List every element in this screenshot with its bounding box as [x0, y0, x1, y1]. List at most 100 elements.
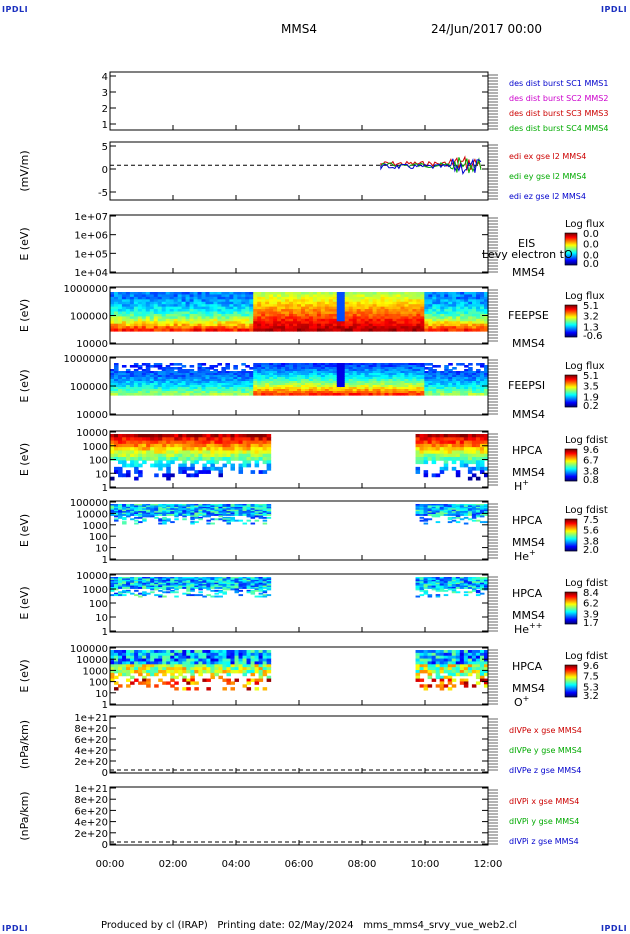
heatmap-cell [242, 522, 248, 525]
heatmap-cell [404, 301, 410, 305]
heatmap-cell [324, 296, 330, 300]
heatmap-cell [404, 383, 410, 386]
heatmap-cell [432, 306, 437, 310]
heatmap-cell [388, 381, 394, 384]
heatmap-cell [356, 363, 362, 366]
y-axis-label: E (eV) [18, 514, 31, 547]
heatmap-cell [448, 316, 453, 320]
heatmap-cell [451, 443, 457, 448]
heatmap-cell [133, 381, 139, 384]
heatmap-cell [181, 377, 187, 380]
heatmap-cell [137, 377, 143, 380]
heatmap-cell [113, 326, 119, 330]
heatmap-cell [476, 379, 481, 382]
heatmap-cell [452, 318, 457, 322]
heatmap-cell [257, 311, 262, 315]
heatmap-cell [448, 323, 453, 327]
heatmap-cell [241, 387, 246, 390]
heatmap-cell [217, 371, 223, 374]
heatmap-cell [197, 389, 203, 392]
heatmap-cell [121, 393, 127, 396]
colorbar-slice [565, 240, 577, 242]
colorbar-slice [565, 457, 577, 459]
heatmap-cell [141, 393, 147, 396]
heatmap-cell [114, 509, 119, 512]
heatmap-cell [178, 514, 183, 516]
heatmap-cell [340, 369, 346, 372]
heatmap-cell [129, 299, 135, 303]
heatmap-cell [404, 385, 410, 388]
heatmap-cell [245, 294, 250, 298]
heatmap-cell [134, 585, 139, 588]
heatmap-cell [233, 299, 238, 303]
heatmap-cell [352, 292, 358, 296]
heatmap-cell [380, 367, 386, 370]
heatmap-cell [141, 375, 147, 378]
heatmap-cell [254, 457, 260, 461]
heatmap-cell [165, 301, 171, 305]
heatmap-cell [269, 313, 274, 317]
heatmap-cell [297, 301, 302, 305]
heatmap-cell [471, 453, 477, 458]
heatmap-cell [205, 389, 211, 392]
heatmap-cell [416, 385, 421, 388]
heatmap-cell [444, 304, 449, 308]
heatmap-cell [170, 591, 175, 594]
heatmap-cell [258, 515, 264, 518]
heatmap-cell [340, 299, 346, 303]
heatmap-cell [237, 304, 242, 308]
heatmap-cell [230, 506, 236, 509]
heatmap-cell [376, 304, 382, 308]
heatmap-cell [110, 505, 115, 508]
heatmap-cell [214, 460, 219, 465]
heatmap-cell [440, 377, 445, 380]
heatmap-cell [141, 369, 147, 372]
colorbar-slice [565, 306, 577, 308]
heatmap-cell [304, 383, 310, 386]
heatmap-cell [447, 453, 453, 458]
heatmap-cell [468, 387, 473, 390]
heatmap-cell [113, 363, 119, 366]
heatmap-cell [404, 371, 410, 374]
panel-hpca_h [109, 430, 578, 489]
heatmap-cell [312, 294, 318, 298]
heatmap-cell [194, 577, 199, 579]
heatmap-cell [475, 434, 481, 438]
heatmap-cell [480, 363, 485, 366]
heatmap-cell [277, 326, 282, 330]
heatmap-cell [230, 579, 236, 582]
heatmap-cell [170, 447, 175, 451]
heatmap-cell [133, 385, 139, 388]
heatmap-cell [432, 385, 437, 388]
heatmap-cell [459, 450, 465, 455]
colorbar-frame [564, 374, 578, 408]
heatmap-cell [157, 306, 163, 310]
heatmap-cell [273, 313, 278, 317]
heatmap-cell [408, 299, 413, 303]
heatmap-cell [452, 313, 457, 317]
heatmap-cell [161, 304, 167, 308]
heatmap-cell [356, 371, 362, 374]
heatmap-cell [197, 318, 203, 322]
heatmap-cell [273, 375, 278, 378]
heatmap-cell [459, 505, 465, 508]
heatmap-cell [229, 383, 234, 386]
heatmap-cell [169, 321, 175, 325]
heatmap-cell [113, 393, 119, 396]
heatmap-cell [170, 509, 175, 512]
heatmap-cell [229, 296, 234, 300]
heatmap-cell [368, 365, 374, 368]
heatmap-cell [400, 393, 406, 396]
heatmap-cell [464, 316, 469, 320]
heatmap-cell [340, 373, 346, 376]
heatmap-cell [162, 504, 167, 506]
heatmap-cell [122, 512, 127, 515]
heatmap-cell [190, 579, 195, 582]
heatmap-cell [340, 375, 346, 378]
heatmap-cell [142, 505, 147, 508]
heatmap-cell [436, 311, 441, 315]
colorbar-slice [565, 456, 577, 458]
heatmap-cell [221, 326, 226, 330]
heatmap-cell [281, 393, 286, 396]
heatmap-cell [432, 373, 437, 376]
